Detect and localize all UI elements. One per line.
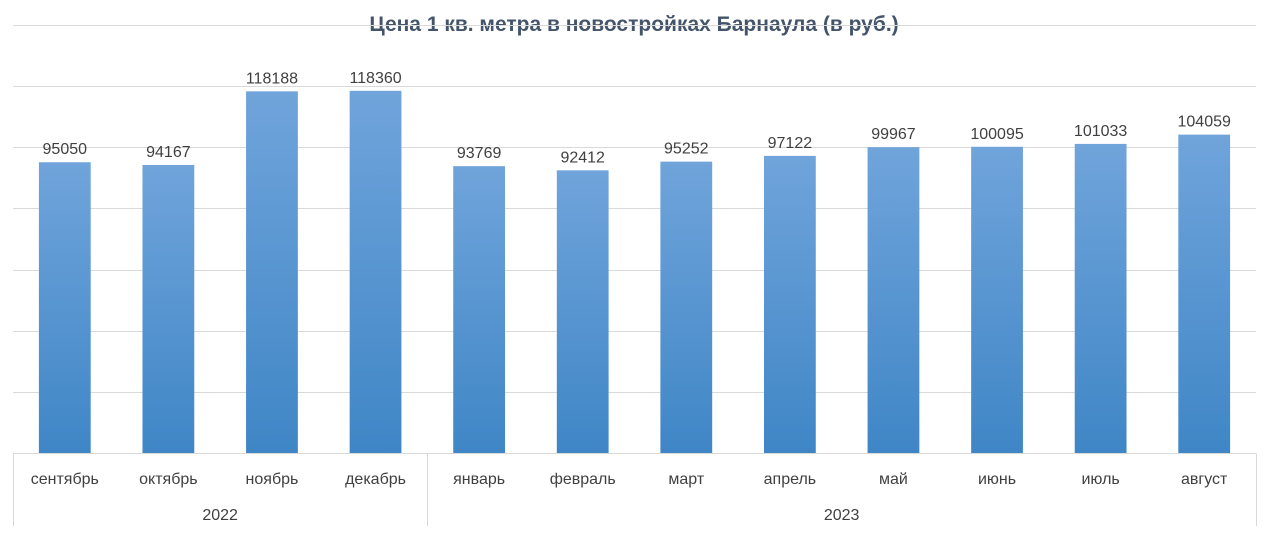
bar <box>1074 143 1127 454</box>
data-label: 100095 <box>970 126 1023 143</box>
data-label: 97122 <box>768 135 813 152</box>
bar <box>867 147 920 454</box>
x-tick-label: май <box>879 471 908 488</box>
x-group-label: 2022 <box>202 507 238 524</box>
bar <box>349 90 402 454</box>
data-label: 92412 <box>560 149 605 166</box>
bar <box>660 161 713 454</box>
x-tick-label: октябрь <box>139 471 197 488</box>
bar <box>38 162 91 454</box>
x-axis: сентябрь октябрь ноябрь декабрь январь феврал… <box>13 453 1257 526</box>
x-tick-label: апрель <box>764 471 817 488</box>
bar <box>453 166 506 454</box>
x-tick-label: июнь <box>978 471 1016 488</box>
x-tick-label: март <box>668 471 704 488</box>
bar <box>142 164 195 454</box>
data-label: 95252 <box>664 141 709 158</box>
gridlines <box>13 25 1256 393</box>
x-tick-label: январь <box>453 471 505 488</box>
bar <box>246 91 298 454</box>
x-tick-label: сентябрь <box>31 471 99 488</box>
data-label: 94167 <box>146 144 191 161</box>
chart-title: Цена 1 кв. метра в новостройках Барнаула… <box>369 13 898 36</box>
bar <box>971 146 1023 454</box>
bar <box>556 170 609 454</box>
x-tick-label: февраль <box>550 471 616 488</box>
bar <box>763 155 816 454</box>
data-label: 101033 <box>1074 123 1127 140</box>
x-tick-label: август <box>1181 471 1228 488</box>
data-label: 104059 <box>1178 114 1231 131</box>
x-tick-label: декабрь <box>345 471 406 488</box>
data-label: 99967 <box>871 126 916 143</box>
x-group-label: 2023 <box>824 507 860 524</box>
bar <box>1178 134 1231 454</box>
x-tick-label: ноябрь <box>246 471 299 488</box>
data-label: 93769 <box>457 145 502 162</box>
data-label: 118188 <box>246 70 298 87</box>
bars <box>38 90 1231 454</box>
value-labels: 95050 94167 118188 118360 93769 92412 95252 971… <box>43 70 1231 167</box>
data-label: 95050 <box>43 141 88 158</box>
x-tick-label: июль <box>1081 471 1119 488</box>
data-label: 118360 <box>349 70 401 87</box>
